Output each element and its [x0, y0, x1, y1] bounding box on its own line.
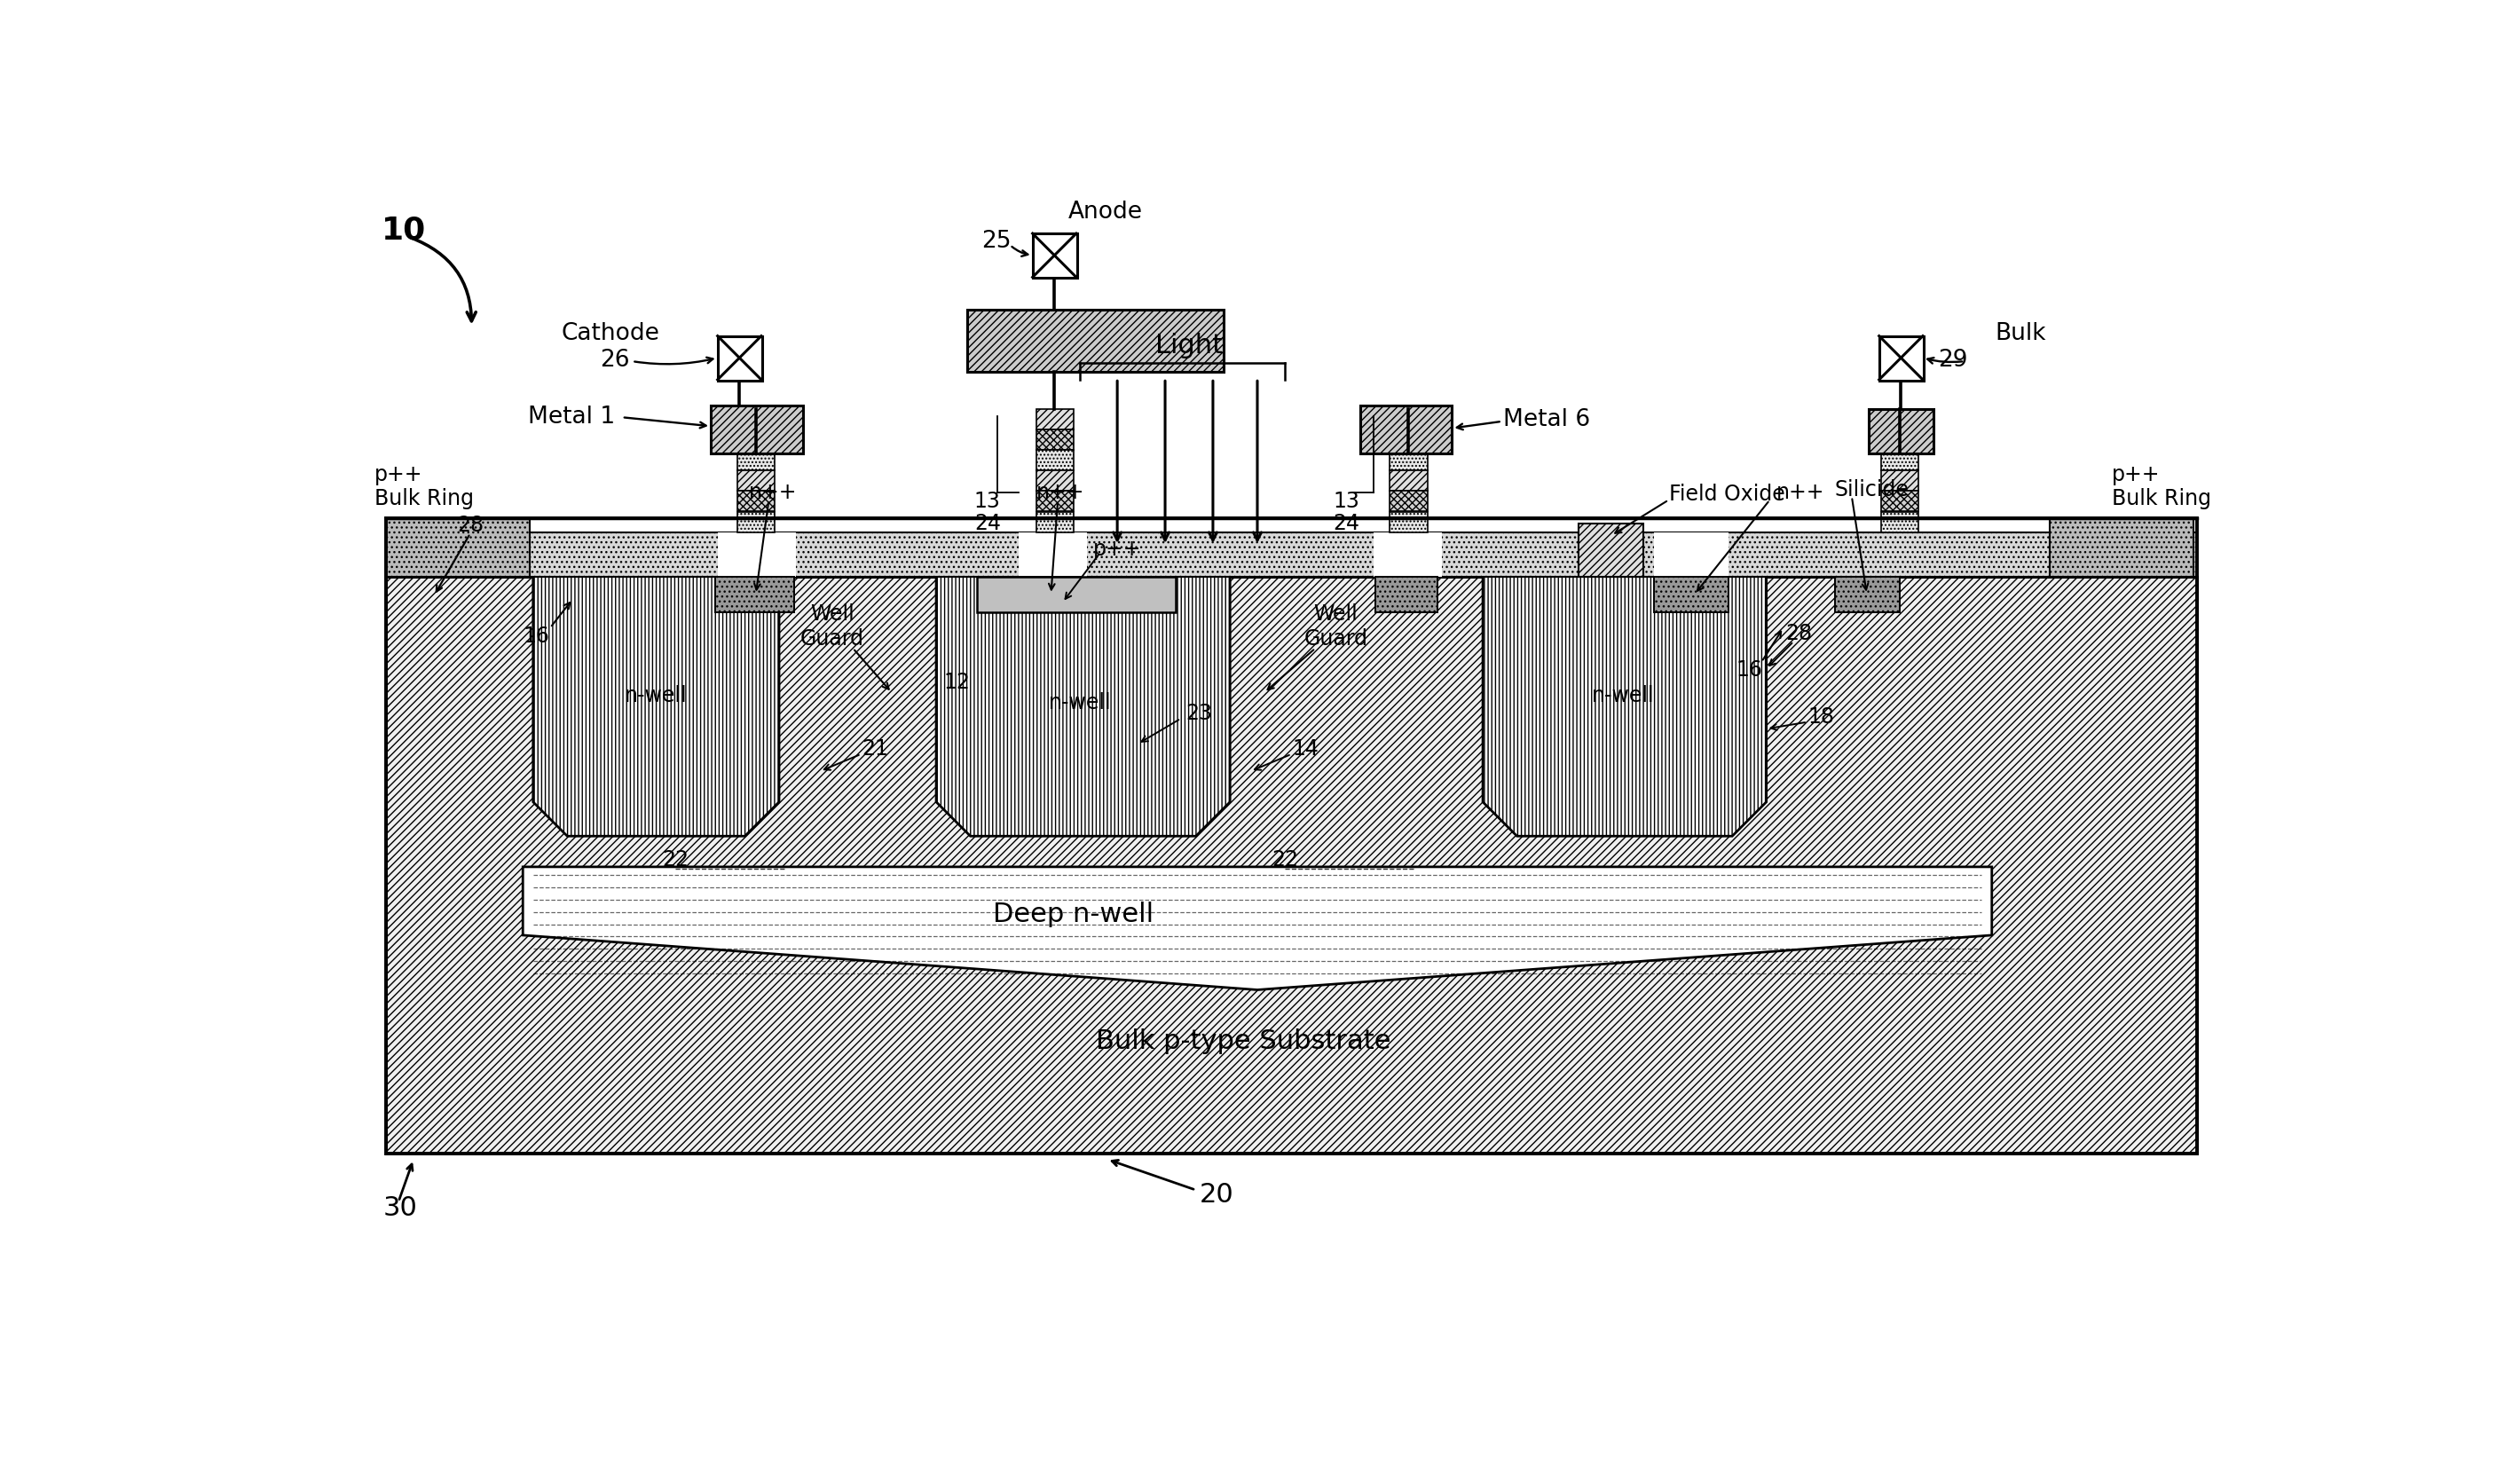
Bar	[738, 470, 776, 491]
Bar	[1653, 576, 1729, 611]
Bar	[1880, 430, 1918, 451]
Text: 20: 20	[1200, 1181, 1232, 1208]
Polygon shape	[534, 576, 779, 837]
Text: 21: 21	[862, 738, 887, 760]
Text: 13: 13	[1333, 491, 1358, 513]
Bar	[1653, 532, 1729, 576]
Bar	[1391, 451, 1426, 470]
Bar	[1391, 491, 1426, 511]
Text: 29: 29	[1938, 348, 1968, 371]
Text: 22: 22	[663, 850, 688, 871]
Bar	[1376, 576, 1436, 611]
Bar	[1021, 576, 1081, 611]
Text: n++: n++	[1777, 482, 1824, 504]
Bar	[968, 309, 1222, 371]
Bar	[1880, 511, 1918, 532]
Polygon shape	[522, 866, 1991, 990]
Text: n-well: n-well	[1048, 692, 1111, 713]
Bar	[978, 576, 1174, 611]
Text: 16: 16	[524, 625, 549, 647]
Polygon shape	[937, 576, 1230, 837]
Text: Light: Light	[1154, 333, 1222, 358]
Text: Bulk: Bulk	[1996, 323, 2046, 346]
Bar	[718, 532, 796, 576]
Bar	[1373, 532, 1441, 576]
Text: n-well: n-well	[1593, 685, 1653, 707]
Bar	[738, 451, 776, 470]
Bar	[1036, 470, 1074, 491]
Text: 28: 28	[456, 514, 484, 536]
Bar	[1036, 451, 1074, 470]
Text: 14: 14	[1293, 738, 1318, 760]
Text: n-well: n-well	[625, 685, 688, 707]
Text: 24: 24	[975, 513, 1000, 535]
Text: Bulk p-type Substrate: Bulk p-type Substrate	[1096, 1028, 1391, 1055]
Bar	[711, 405, 804, 454]
Bar	[2049, 518, 2192, 576]
Text: 12: 12	[942, 672, 970, 692]
Bar	[1391, 511, 1426, 532]
Text: 28: 28	[1784, 623, 1812, 644]
Text: 22: 22	[1273, 850, 1298, 871]
Bar	[386, 532, 2197, 576]
Text: Anode: Anode	[1068, 200, 1144, 224]
Text: Well
Guard: Well Guard	[801, 604, 864, 650]
Bar	[386, 518, 2197, 1153]
Bar	[738, 409, 776, 430]
Bar	[738, 511, 776, 532]
Bar	[1036, 511, 1074, 532]
Text: 13: 13	[975, 491, 1000, 513]
Polygon shape	[1482, 576, 1767, 837]
Bar	[716, 576, 794, 611]
Bar	[1036, 430, 1074, 451]
Bar	[1036, 491, 1074, 511]
Text: p++: p++	[1094, 539, 1142, 560]
Text: Well
Guard: Well Guard	[1303, 604, 1368, 650]
Text: Metal 1: Metal 1	[529, 405, 615, 429]
Bar	[1880, 451, 1918, 470]
Bar	[1870, 409, 1933, 454]
Text: p++
Bulk Ring: p++ Bulk Ring	[375, 464, 474, 510]
Bar	[1880, 409, 1918, 430]
Text: 30: 30	[383, 1196, 418, 1221]
Text: Metal 6: Metal 6	[1504, 408, 1590, 430]
Text: 23: 23	[1187, 703, 1212, 723]
Text: 24: 24	[1333, 513, 1358, 535]
Text: 26: 26	[600, 348, 630, 371]
Text: Field Oxide: Field Oxide	[1668, 483, 1784, 505]
Text: 16: 16	[1736, 660, 1761, 681]
Text: 10: 10	[381, 215, 426, 245]
Bar	[1018, 532, 1086, 576]
Text: Deep n-well: Deep n-well	[993, 901, 1154, 928]
Bar	[386, 576, 2197, 1153]
Bar	[1036, 409, 1074, 430]
Bar	[738, 491, 776, 511]
Text: p++
Bulk Ring: p++ Bulk Ring	[2112, 464, 2210, 510]
Bar	[1391, 470, 1426, 491]
Text: Cathode: Cathode	[562, 323, 660, 346]
Bar	[1835, 576, 1900, 611]
Bar	[1033, 233, 1076, 278]
Bar	[386, 518, 529, 576]
Bar	[1880, 470, 1918, 491]
Bar	[1578, 524, 1643, 576]
Bar	[1391, 430, 1426, 451]
Bar	[1880, 336, 1923, 380]
Bar	[738, 430, 776, 451]
Text: 25: 25	[980, 230, 1011, 253]
Bar	[1361, 405, 1452, 454]
Text: Silicide: Silicide	[1835, 479, 1910, 501]
Text: 18: 18	[1807, 706, 1835, 728]
Text: n++: n++	[748, 482, 796, 504]
Bar	[718, 336, 761, 380]
Bar	[1880, 491, 1918, 511]
Bar	[1391, 409, 1426, 430]
Text: n++: n++	[1036, 482, 1084, 504]
